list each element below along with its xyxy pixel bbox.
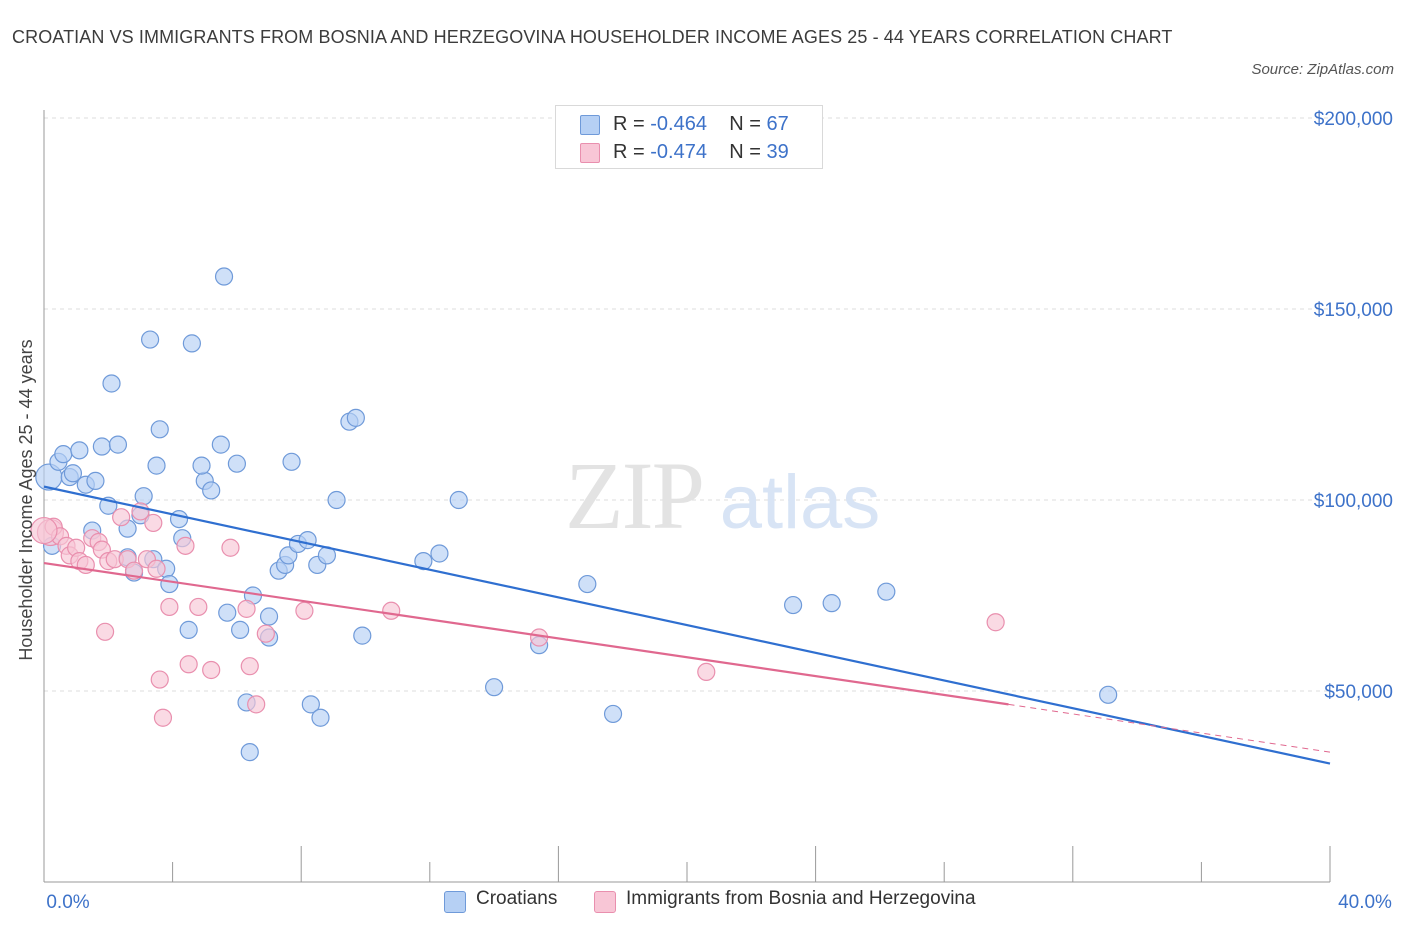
bosnia-point xyxy=(179,655,198,674)
bosnia-point xyxy=(150,670,169,689)
bosnia-point xyxy=(295,601,314,620)
croatians-point xyxy=(783,595,803,615)
croatians-trendline xyxy=(43,485,1331,765)
bosnia-point xyxy=(986,613,1005,632)
croatians-point xyxy=(877,582,896,601)
bosnia-swatch xyxy=(580,143,600,163)
croatians-point xyxy=(298,531,317,550)
bosnia-point xyxy=(237,599,256,618)
bosnia-point xyxy=(202,660,221,680)
croatians-point xyxy=(192,456,211,475)
croatians-point xyxy=(259,607,279,626)
bosnia-point xyxy=(256,624,275,643)
croatians-point xyxy=(282,452,301,471)
r-value: -0.474 xyxy=(650,141,707,163)
y-tick-label: $50,000 xyxy=(1324,682,1393,703)
tick-label-layer: $50,000 $100,000 $150,000 $200,000 0.0% 40.0% xyxy=(46,109,1393,913)
croatians-point xyxy=(134,487,153,506)
croatians-point xyxy=(86,471,105,490)
croatians-point xyxy=(102,374,121,393)
croatians-swatch xyxy=(580,115,600,135)
croatians-point xyxy=(160,574,179,594)
croatians-point xyxy=(346,408,365,427)
grid-layer xyxy=(44,117,1330,692)
croatians-point xyxy=(54,445,73,464)
watermark: ZIP atlas xyxy=(565,442,880,549)
stats-legend: R = -0.464 N = 67 R = -0.474 N = 39 xyxy=(555,105,823,169)
croatians-point xyxy=(311,708,330,727)
bosnia-point xyxy=(144,513,163,533)
bosnia-point xyxy=(382,601,401,620)
croatians-point xyxy=(578,574,597,594)
croatians-point xyxy=(70,441,89,460)
croatians-point xyxy=(231,620,250,639)
n-value: 67 xyxy=(766,113,789,135)
croatians-point xyxy=(353,626,372,645)
croatians-point xyxy=(214,267,234,286)
bosnia-legend-swatch xyxy=(594,891,616,913)
bosnia-point xyxy=(221,538,240,557)
croatians-point xyxy=(822,594,841,613)
croatians-point xyxy=(108,435,128,454)
bosnia-point xyxy=(697,662,716,682)
croatians-point xyxy=(430,544,449,563)
x-tick-label: 40.0% xyxy=(1338,892,1392,913)
bosnia-trendline xyxy=(43,561,1009,706)
n-value: 39 xyxy=(766,141,789,163)
legend-label: Croatians xyxy=(476,888,558,909)
croatians-point xyxy=(218,603,237,622)
bosnia-point xyxy=(189,597,208,617)
croatians-point xyxy=(140,330,160,349)
y-tick-label: $200,000 xyxy=(1314,109,1393,130)
bosnia-point xyxy=(95,622,115,641)
croatians-point xyxy=(169,509,189,529)
croatians-legend-swatch xyxy=(444,891,466,913)
bosnia-point xyxy=(112,508,131,527)
croatians-point xyxy=(147,456,166,475)
bosnia-point xyxy=(30,516,58,545)
croatians-point xyxy=(327,490,346,510)
croatians-point xyxy=(211,435,230,454)
bosnia-point xyxy=(153,708,173,727)
bosnia-point xyxy=(160,597,179,617)
croatians-point xyxy=(603,704,623,724)
r-label: R = xyxy=(613,113,651,135)
source-label: Source: ZipAtlas.com xyxy=(1251,61,1394,78)
bosnia-point xyxy=(176,536,195,555)
croatians-point xyxy=(182,334,201,353)
y-tick-label: $150,000 xyxy=(1314,300,1393,321)
legend-label: Immigrants from Bosnia and Herzegovina xyxy=(626,888,976,909)
croatians-point xyxy=(485,678,504,697)
x-tick-label: 0.0% xyxy=(46,892,89,913)
y-tick-label: $100,000 xyxy=(1314,491,1393,512)
croatians-point xyxy=(414,552,433,571)
y-axis-label: Householder Income Ages 25 - 44 years xyxy=(16,339,36,661)
points-layer xyxy=(30,267,1118,762)
croatians-point xyxy=(92,437,111,456)
croatians-point xyxy=(202,481,221,500)
croatians-point xyxy=(1099,685,1118,704)
croatians-point xyxy=(301,695,320,714)
axis-layer xyxy=(43,110,1331,883)
croatians-point xyxy=(449,490,468,510)
croatians-point xyxy=(63,464,83,483)
chart-title: CROATIAN VS IMMIGRANTS FROM BOSNIA AND H… xyxy=(12,27,1173,47)
watermark-atlas: atlas xyxy=(720,460,881,545)
bosnia-point xyxy=(147,559,166,578)
croatians-point xyxy=(240,743,259,762)
n-label: N = xyxy=(729,141,767,163)
bosnia-point xyxy=(240,657,259,676)
trend-layer xyxy=(43,485,1331,765)
n-label: N = xyxy=(729,113,767,135)
croatians-point xyxy=(150,420,169,439)
bosnia-point xyxy=(247,695,266,714)
r-label: R = xyxy=(613,141,651,163)
watermark-zip: ZIP xyxy=(565,442,703,549)
croatians-point xyxy=(227,454,246,473)
r-value: -0.464 xyxy=(650,113,707,135)
croatians-point xyxy=(179,620,198,639)
